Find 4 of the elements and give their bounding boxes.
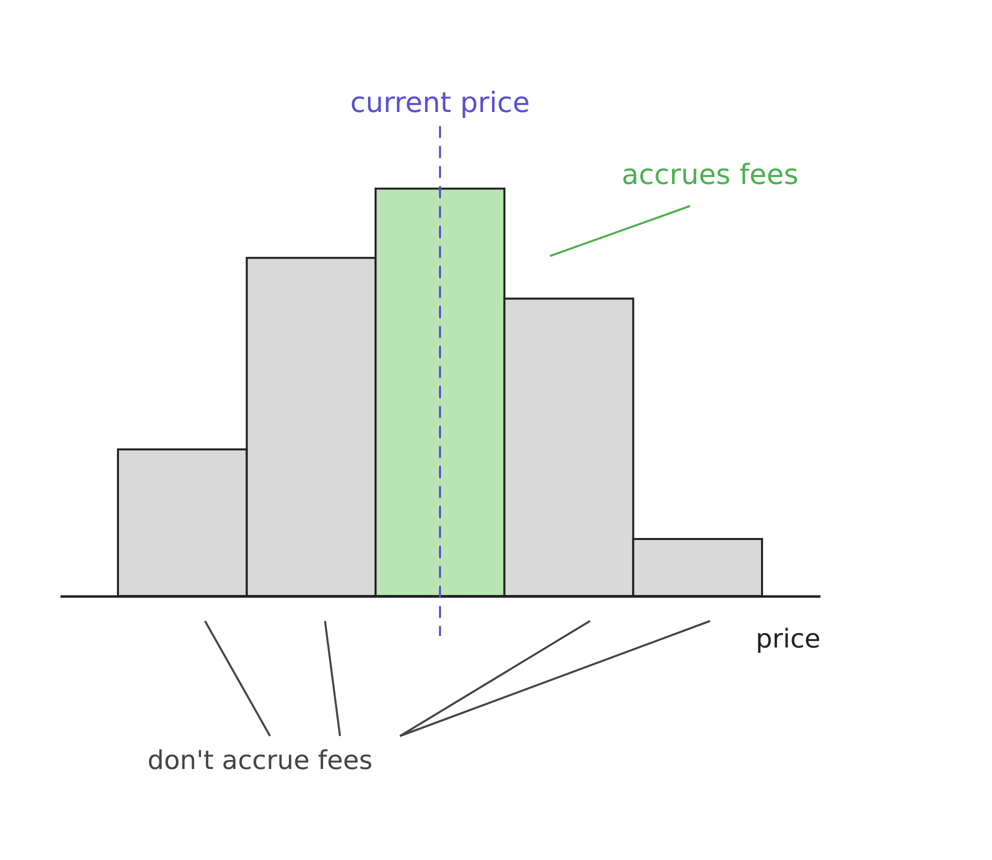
x-axis-title: price [756,624,820,654]
text: current price [350,86,530,119]
annotation: accrues fees [622,158,798,191]
text: don't accrue fees [147,746,373,776]
